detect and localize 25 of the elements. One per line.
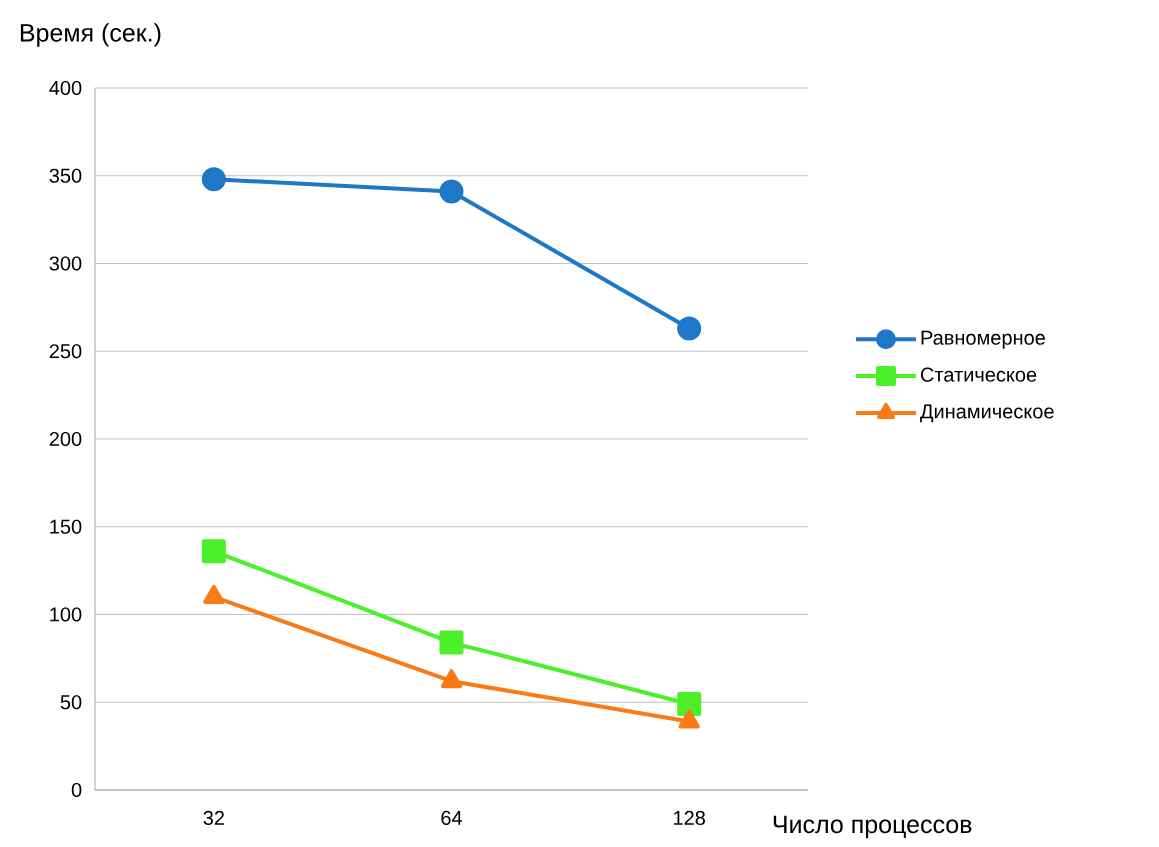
legend-label: Динамическое (920, 404, 1054, 423)
x-tick-label: 64 (441, 810, 463, 826)
point (439, 630, 464, 655)
point (201, 167, 226, 192)
y-tick-label: 300 (49, 256, 82, 271)
x-tick-label: 32 (203, 810, 224, 826)
point (440, 669, 463, 689)
point (201, 539, 226, 564)
y-axis-title: Время (сек.) (20, 23, 161, 47)
y-tick-label: 350 (49, 168, 82, 183)
y-tick-label: 150 (50, 519, 82, 534)
point (677, 316, 702, 341)
y-tick-label: 200 (49, 431, 82, 447)
point (439, 179, 464, 204)
y-tick-label: 0 (71, 782, 82, 798)
y-tick-label: 50 (60, 695, 82, 710)
legend-label: Равномерное (921, 330, 1045, 349)
x-tick-label: 128 (674, 810, 705, 826)
x-axis-title: Число процессов (773, 815, 972, 839)
point (678, 709, 700, 729)
y-tick-label: 400 (49, 80, 82, 96)
y-tick-label: 250 (49, 344, 82, 359)
legend-label: Статическое (920, 367, 1037, 382)
y-tick-label: 100 (50, 607, 82, 622)
point (677, 691, 702, 716)
